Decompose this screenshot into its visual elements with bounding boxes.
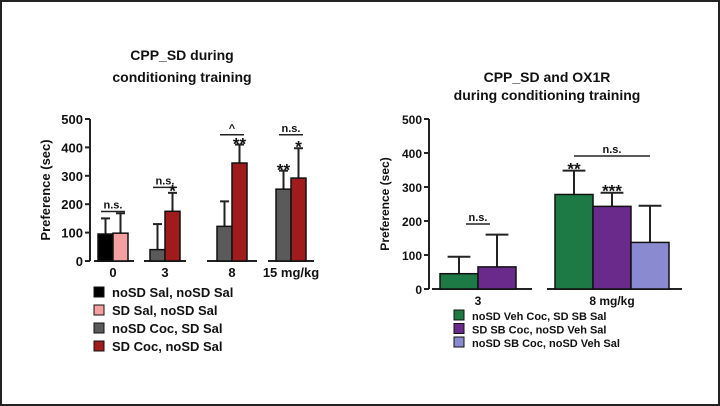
bar [164, 210, 181, 262]
significance-marker: * [295, 138, 302, 157]
significance-marker: ** [233, 135, 247, 154]
significance-label: ^ [229, 123, 236, 135]
y-axis-label: Preference (sec) [38, 139, 53, 240]
significance-label: n.s. [282, 123, 301, 135]
legend-swatch [453, 323, 465, 334]
significance-marker: * [169, 182, 176, 201]
bar [290, 177, 307, 262]
y-tick-label: 100 [61, 226, 83, 241]
bar [477, 266, 517, 290]
y-tick-label: 300 [61, 169, 83, 184]
legend-label: noSD Sal, noSD Sal [112, 285, 233, 300]
legend-label: SD SB Coc, noSD Veh Sal [472, 325, 606, 337]
legend-label: noSD SB Coc, noSD Veh Sal [472, 338, 620, 350]
bar [216, 225, 233, 262]
bar [231, 162, 248, 262]
bar [439, 272, 479, 290]
legend-swatch [453, 309, 465, 321]
chart-title: during conditioning training [454, 87, 641, 103]
legend-label: noSD Veh Coc, SD SB Sal [472, 311, 606, 323]
bar [97, 233, 114, 262]
x-tick-label: 8 mg/kg [589, 294, 634, 308]
legend-label: noSD Coc, SD Sal [112, 321, 223, 336]
x-tick-label: 3 [475, 294, 482, 308]
y-tick-label: 0 [76, 254, 83, 269]
chart-title: CPP_SD and OX1R [484, 69, 611, 85]
significance-label: n.s. [469, 212, 488, 224]
bar [149, 248, 166, 262]
y-tick-label: 300 [402, 181, 422, 195]
significance-label: n.s. [603, 144, 622, 156]
bar [275, 188, 292, 262]
x-tick-label: 15 mg/kg [263, 265, 319, 280]
y-tick-label: 500 [61, 112, 83, 127]
significance-marker: ** [277, 160, 291, 179]
bar [112, 232, 129, 262]
legend-label: SD Sal, noSD Sal [112, 303, 217, 318]
legend-swatch [93, 322, 105, 334]
legend-swatch [93, 286, 105, 298]
y-tick-label: 200 [61, 197, 83, 212]
y-tick-label: 0 [415, 283, 422, 297]
chart-title: conditioning training [112, 69, 251, 85]
legend-swatch [93, 340, 105, 352]
significance-marker: ** [567, 160, 581, 179]
legend-label: SD Coc, noSD Sal [112, 339, 223, 354]
x-tick-label: 3 [161, 265, 168, 280]
bar [554, 193, 594, 290]
significance-marker: *** [602, 182, 622, 201]
significance-label: n.s. [104, 199, 123, 211]
chart-title: CPP_SD during [130, 47, 233, 63]
legend-swatch [453, 336, 465, 348]
y-tick-label: 500 [402, 113, 422, 127]
legend-swatch [93, 304, 105, 316]
bar [630, 241, 670, 290]
x-tick-label: 0 [109, 265, 116, 280]
x-tick-label: 8 [228, 265, 235, 280]
y-axis-label: Preference (sec) [378, 157, 392, 250]
y-tick-label: 400 [61, 140, 83, 155]
y-tick-label: 400 [402, 147, 422, 161]
bar [592, 205, 632, 290]
y-tick-label: 200 [402, 215, 422, 229]
y-tick-label: 100 [402, 249, 422, 263]
significance-label: n.s. [156, 175, 175, 187]
